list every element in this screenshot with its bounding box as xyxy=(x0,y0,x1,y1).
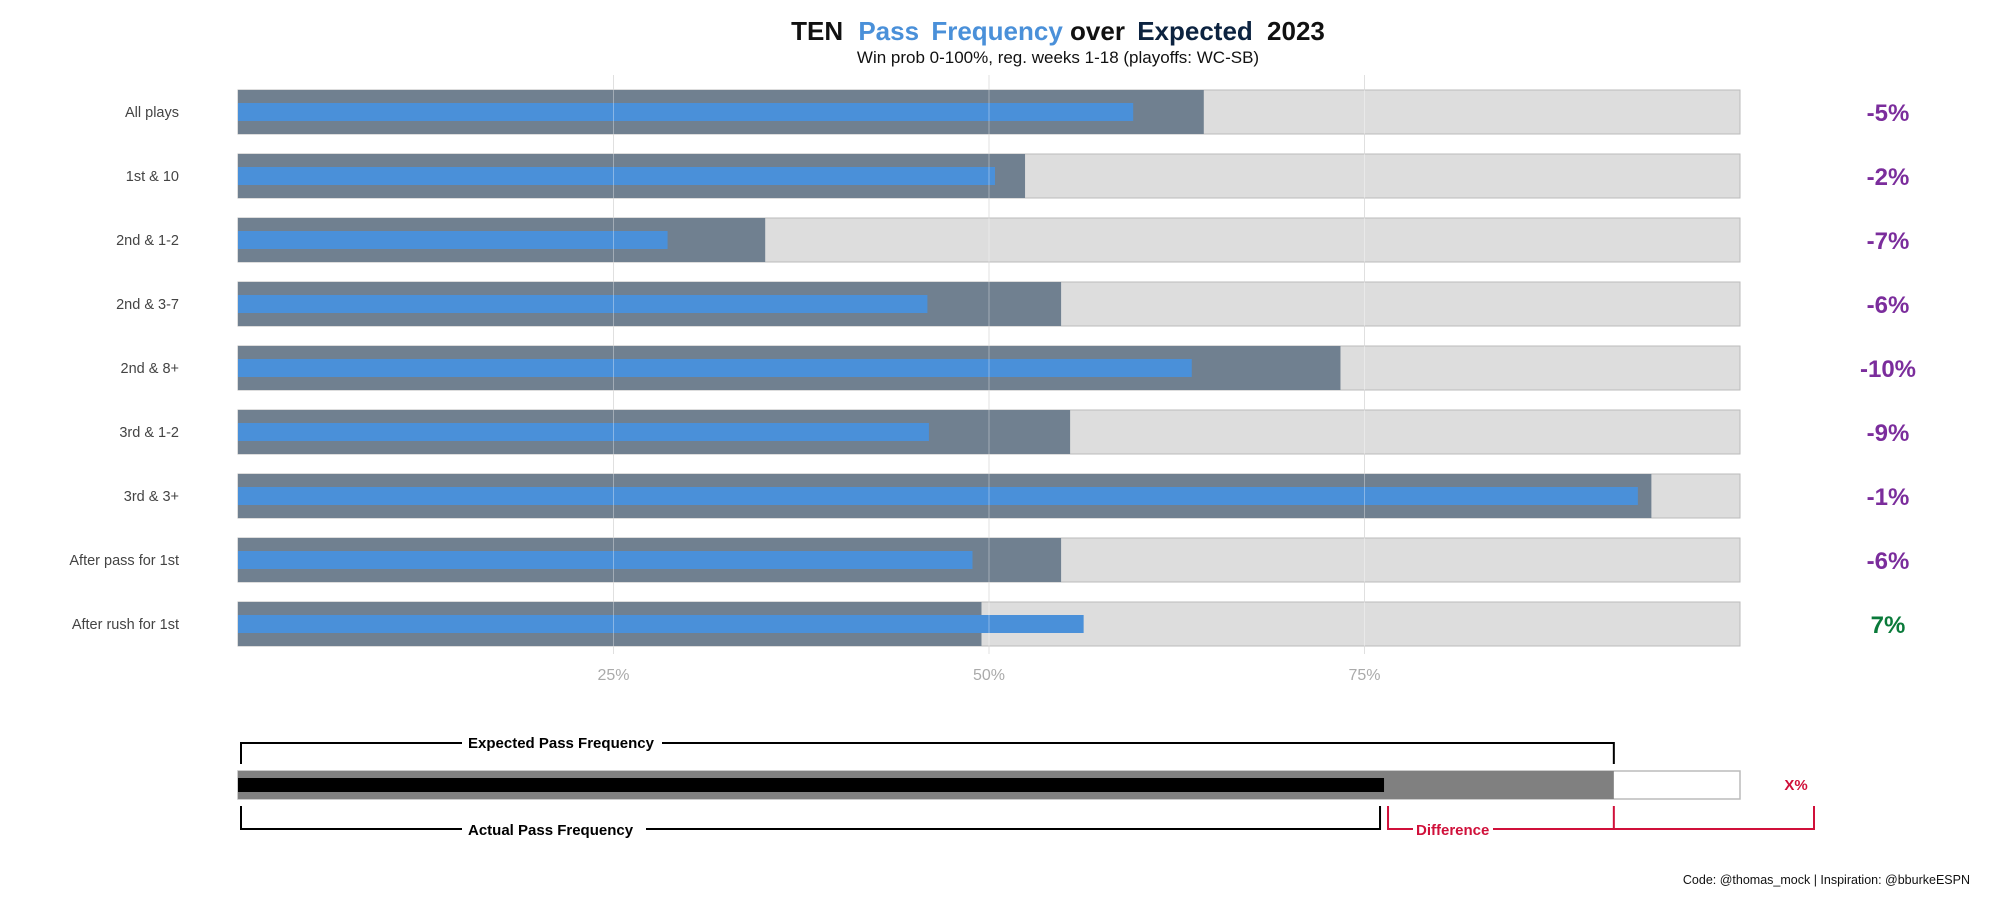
legend-actual-bar xyxy=(238,778,1385,792)
category-label: 3rd & 1-2 xyxy=(119,425,179,441)
chart-subtitle: Win prob 0-100%, reg. weeks 1-18 (playof… xyxy=(857,48,1259,67)
actual-bar xyxy=(238,359,1192,377)
category-label: 3rd & 3+ xyxy=(124,489,179,505)
bar-row: 3rd & 3+ -1% xyxy=(124,473,1910,519)
category-label: After pass for 1st xyxy=(69,553,179,569)
legend-value-placeholder: X% xyxy=(1784,777,1807,794)
legend-difference-bracket xyxy=(1387,806,1815,830)
legend-explainer: Expected Pass Frequency Actual Pass Frequ… xyxy=(237,734,1815,840)
category-label: 1st & 10 xyxy=(126,169,179,185)
actual-bar xyxy=(238,615,1084,633)
x-axis-ticks: 25% 50% 75% xyxy=(597,667,1380,684)
bar-row: 2nd & 1-2 -7% xyxy=(116,217,1910,263)
difference-label: -9% xyxy=(1867,420,1910,447)
tick-label: 50% xyxy=(973,667,1005,684)
title-over: over xyxy=(1070,16,1125,46)
legend-actual-bracket xyxy=(240,806,1382,830)
difference-label: 7% xyxy=(1871,612,1906,639)
bar-rows: All plays -5%1st & 10 -2%2nd & 1-2 -7%2nd &… xyxy=(69,75,1916,654)
bar-row: 2nd & 8+ -10% xyxy=(121,345,1916,391)
actual-bar xyxy=(238,487,1638,505)
difference-label: -7% xyxy=(1867,228,1910,255)
bar-row: 2nd & 3-7 -6% xyxy=(116,281,1910,327)
actual-bar xyxy=(238,103,1134,121)
category-label: 2nd & 8+ xyxy=(121,361,179,377)
difference-label: -5% xyxy=(1867,100,1910,127)
category-label: After rush for 1st xyxy=(72,617,179,633)
difference-label: -10% xyxy=(1860,356,1916,383)
caption: Code: @thomas_mock | Inspiration: @bburk… xyxy=(1683,873,1970,887)
tick-label: 75% xyxy=(1348,667,1380,684)
legend-expected-bracket xyxy=(240,742,1615,764)
bar-row: 3rd & 1-2 -9% xyxy=(119,409,1910,455)
bar-row: After rush for 1st 7% xyxy=(72,601,1906,647)
difference-label: -6% xyxy=(1867,292,1910,319)
actual-bar xyxy=(238,167,996,185)
difference-label: -2% xyxy=(1867,164,1910,191)
legend-actual-label: Actual Pass Frequency xyxy=(468,822,634,839)
bar-row: All plays -5% xyxy=(125,89,1910,135)
actual-bar xyxy=(238,295,928,313)
category-label: All plays xyxy=(125,105,179,121)
tick-label: 25% xyxy=(597,667,629,684)
title-team: TEN xyxy=(791,16,843,46)
title-expected: Expected xyxy=(1137,16,1253,46)
bar-row: 1st & 10 -2% xyxy=(126,153,1910,199)
legend-difference-label: Difference xyxy=(1416,822,1489,839)
legend-expected-label: Expected Pass Frequency xyxy=(468,735,655,752)
chart-title: TEN Pass Frequency over Expected 2023 xyxy=(791,16,1325,46)
difference-label: -6% xyxy=(1867,548,1910,575)
bar-row: After pass for 1st -6% xyxy=(69,537,1910,583)
difference-label: -1% xyxy=(1867,484,1910,511)
actual-bar xyxy=(238,551,973,569)
legend-actual-label-bg xyxy=(462,820,646,840)
category-label: 2nd & 1-2 xyxy=(116,233,179,249)
title-year: 2023 xyxy=(1267,16,1325,46)
actual-bar xyxy=(238,231,668,249)
legend-difference-label-bg xyxy=(1413,820,1493,840)
title-frequency: Frequency xyxy=(931,16,1063,46)
legend-expected-label-bg xyxy=(462,734,662,754)
category-label: 2nd & 3-7 xyxy=(116,297,179,313)
actual-bar xyxy=(238,423,929,441)
title-pass: Pass xyxy=(858,16,919,46)
